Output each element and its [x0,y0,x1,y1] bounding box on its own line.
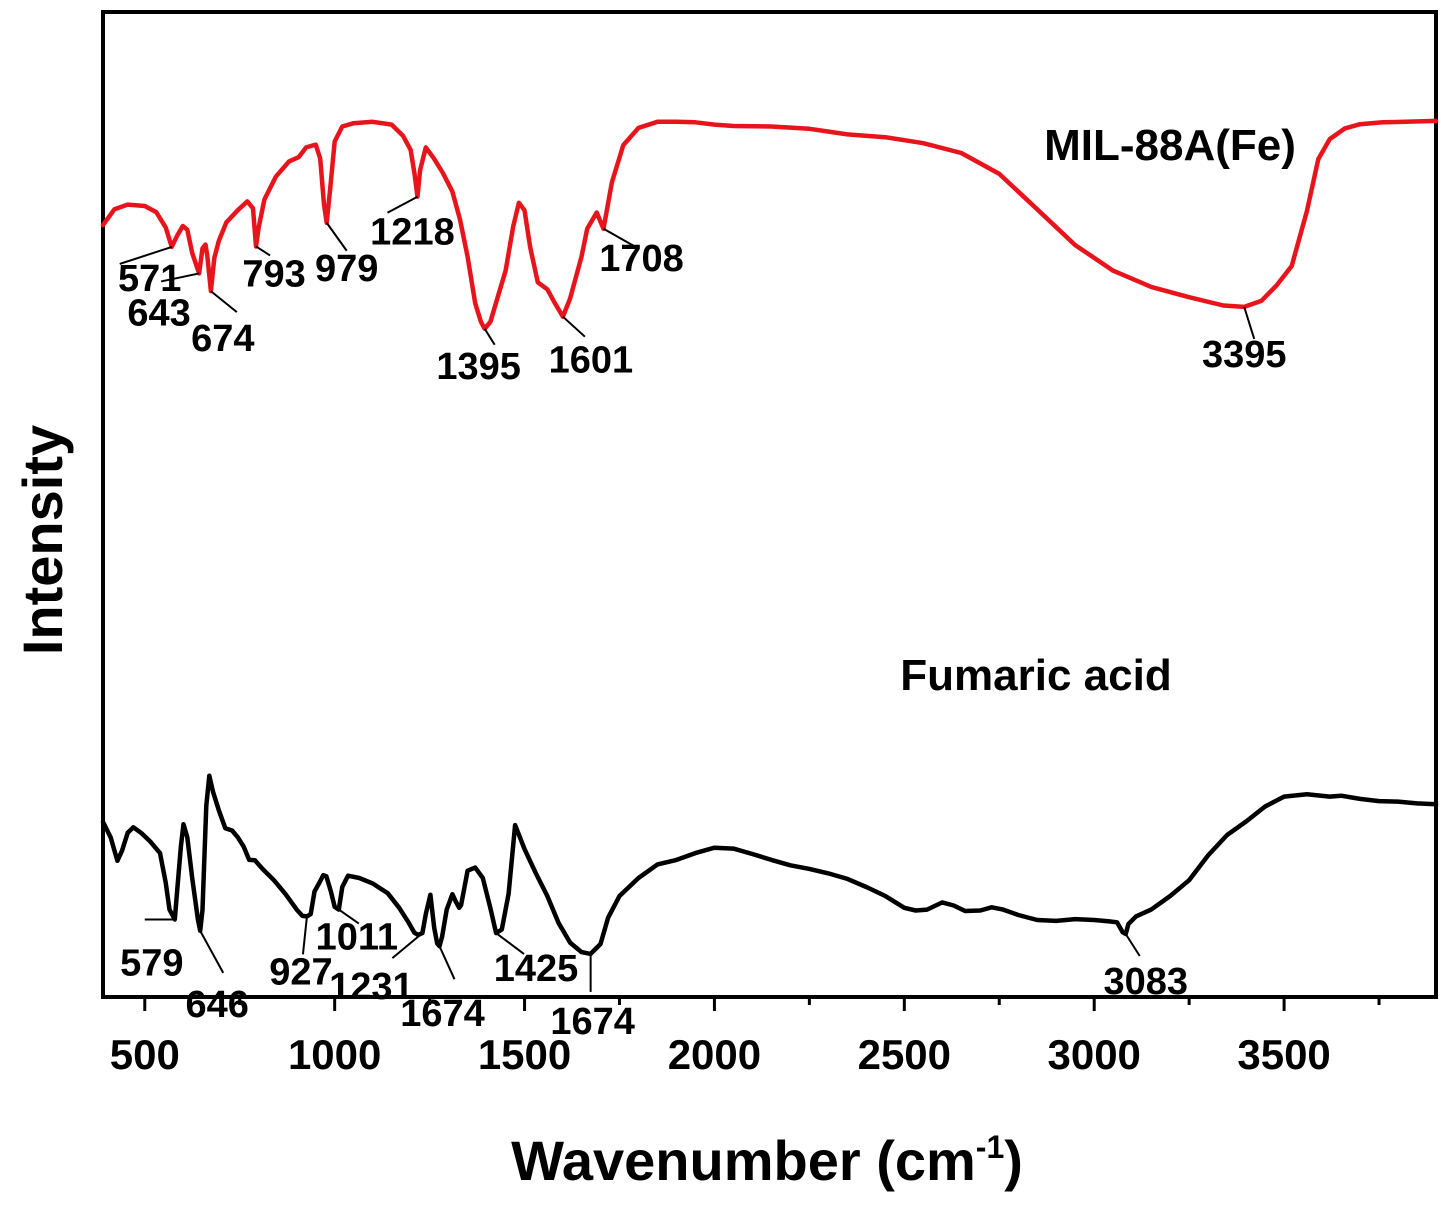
peak-leader-1218 [386,195,418,214]
peak-leader-1425 [495,932,525,955]
peak-label-1425: 1425 [494,948,579,990]
peak-leader-927 [301,916,308,955]
x-tick-label-3000: 3000 [1047,1031,1140,1078]
peak-label-579: 579 [120,943,183,985]
peak-leader-1395 [483,328,496,346]
x-tick-label-3500: 3500 [1237,1031,1330,1078]
peak-label-3395: 3395 [1202,334,1287,376]
x-tick-label-500: 500 [110,1031,180,1078]
peak-leader-793 [255,245,271,257]
series-layer [100,118,1439,957]
peak-leader-674 [210,290,238,313]
peak-label-1601: 1601 [549,340,634,382]
peak-leader-3083 [1124,933,1141,957]
x-tick-label-1500: 1500 [478,1031,571,1078]
peak-label-3083: 3083 [1103,961,1188,1003]
plot-frame [101,10,1438,999]
peak-leader-646 [199,930,225,974]
plot-area [101,10,1438,999]
x-axis-title-close: ) [1004,1129,1023,1192]
x-tick-label-1000: 1000 [288,1031,381,1078]
series-label-fumaric-acid: Fumaric acid [900,651,1171,700]
x-tick-label-2000: 2000 [668,1031,761,1078]
peak-leader-571 [119,245,173,265]
series-line-fumaric-acid [100,773,1439,957]
y-axis-title: Intensity [11,425,74,655]
peak-leader-3395 [1243,306,1256,340]
peak-label-674: 674 [191,318,254,360]
peak-label-1674: 1674 [550,1001,635,1043]
peak-label-793: 793 [242,253,305,295]
peak-label-979: 979 [315,248,378,290]
x-axis-title-main: Wavenumber (cm [511,1129,976,1192]
peak-leader-1011 [338,908,360,925]
peak-label-1395: 1395 [436,346,521,388]
peak-label-643: 643 [127,292,190,334]
peak-leader-1231 [391,932,424,959]
x-tick-label-2500: 2500 [858,1031,951,1078]
peak-label-1218: 1218 [370,212,455,254]
series-label-mil-88a-fe: MIL-88A(Fe) [1044,121,1296,170]
peak-leader-979 [325,222,348,252]
peak-leader-643 [160,272,200,283]
peak-label-1011: 1011 [316,917,398,959]
peak-leader-1674 [438,945,456,980]
series-line-mil-88a-fe [100,118,1439,332]
peak-label-1231: 1231 [329,966,414,1008]
peak-label-1708: 1708 [599,238,684,280]
peak-label-1674: 1674 [400,993,485,1035]
peak-leader-1708 [603,227,635,247]
peak-leader-1601 [562,315,586,338]
x-axis-title: Wavenumber (cm-1) [511,1129,1023,1192]
x-axis-title-superscript: -1 [976,1129,1004,1165]
axes: 500 1000 1500 2000 2500 3000 3500 [110,997,1381,1078]
peak-label-927: 927 [269,951,332,993]
